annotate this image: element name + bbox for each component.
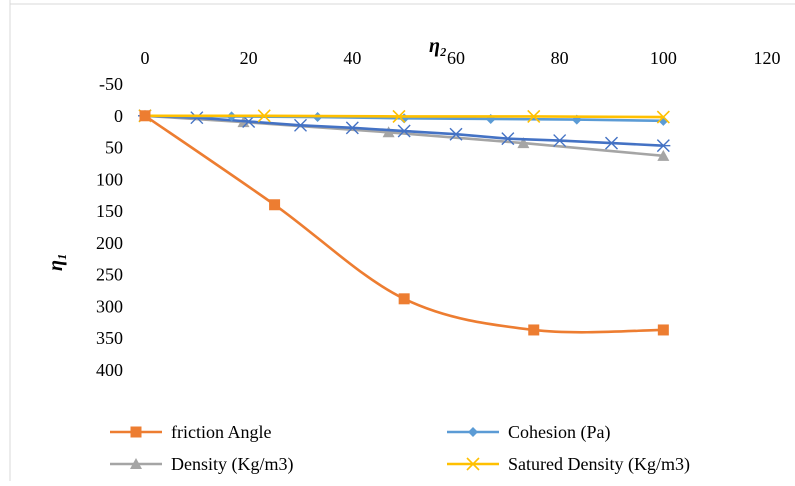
axes: 0 20 40 60 80 100 120 -50 0 50 100 150 200 250 300 350 4… bbox=[96, 48, 781, 380]
data-point-star bbox=[397, 124, 412, 138]
data-point-square bbox=[398, 293, 410, 305]
y-tick-label: 150 bbox=[96, 201, 123, 221]
data-point-square bbox=[130, 426, 142, 438]
legend-label: Satured Density (Kg/m3) bbox=[508, 454, 690, 475]
data-point-triangle bbox=[657, 149, 670, 161]
data-point-x-stroke bbox=[392, 109, 406, 123]
y-tick-label: 300 bbox=[96, 296, 123, 316]
series-1 bbox=[139, 110, 669, 336]
x-tick-label: 40 bbox=[343, 48, 361, 68]
data-point-star bbox=[656, 139, 671, 153]
y-axis-title: η₁ bbox=[45, 253, 67, 271]
y-tick-label: 350 bbox=[96, 328, 123, 348]
y-tick-label: 50 bbox=[105, 138, 123, 158]
data-point-x-stroke bbox=[527, 109, 541, 123]
legend-label: friction Angle bbox=[171, 422, 271, 442]
x-tick-label: 0 bbox=[141, 48, 150, 68]
y-tick-label: 0 bbox=[114, 106, 123, 126]
data-point-x bbox=[257, 109, 271, 123]
x-tick-label: 100 bbox=[650, 48, 677, 68]
data-point-x bbox=[392, 109, 406, 123]
legend-label: Cohesion (Pa) bbox=[508, 422, 611, 443]
data-point-triangle bbox=[517, 137, 530, 149]
x-axis-title: η₂ bbox=[429, 35, 447, 57]
x-tick-label: 80 bbox=[551, 48, 569, 68]
data-point-star bbox=[500, 132, 515, 146]
y-tick-label: 400 bbox=[96, 360, 123, 380]
data-point-x-stroke bbox=[257, 109, 271, 123]
legend-entry: Satured Density (Kg/m3) bbox=[447, 454, 690, 475]
data-point-x-stroke bbox=[466, 457, 480, 471]
legend-entry: Cohesion (Pa) bbox=[447, 422, 611, 443]
y-tick-label: 250 bbox=[96, 265, 123, 285]
series-line bbox=[145, 114, 664, 119]
data-point-star bbox=[345, 121, 360, 135]
data-point-star bbox=[449, 127, 463, 141]
x-tick-label: 60 bbox=[447, 48, 465, 68]
y-tick-label: 200 bbox=[96, 233, 123, 253]
data-point-triangle bbox=[382, 126, 395, 138]
data-point-x-stroke bbox=[656, 110, 670, 124]
x-tick-label: 20 bbox=[240, 48, 258, 68]
y-tick-label: -50 bbox=[99, 74, 123, 94]
series-group bbox=[138, 109, 671, 336]
x-tick-label: 120 bbox=[754, 48, 781, 68]
legend-entry: friction Angle bbox=[110, 422, 271, 442]
data-point-triangle bbox=[130, 458, 142, 469]
data-point-square bbox=[657, 324, 669, 336]
data-point-square bbox=[139, 110, 151, 122]
data-point-star bbox=[293, 118, 308, 132]
legend: friction Angle Cohesion (Pa) Density (Kg/m… bbox=[110, 422, 690, 475]
data-point-square bbox=[528, 324, 540, 336]
legend-entry: Density (Kg/m3) bbox=[110, 454, 293, 475]
data-point-star bbox=[604, 136, 619, 150]
data-point-x bbox=[527, 109, 541, 123]
data-point-diamond bbox=[658, 115, 669, 126]
data-point-diamond bbox=[468, 427, 478, 437]
legend-label: Density (Kg/m3) bbox=[171, 454, 293, 475]
data-point-star bbox=[189, 111, 204, 125]
y-tick-label: 100 bbox=[96, 169, 123, 189]
data-point-star bbox=[552, 134, 567, 148]
data-point-square bbox=[269, 199, 281, 211]
data-point-x bbox=[466, 457, 480, 471]
data-point-x bbox=[656, 110, 670, 124]
